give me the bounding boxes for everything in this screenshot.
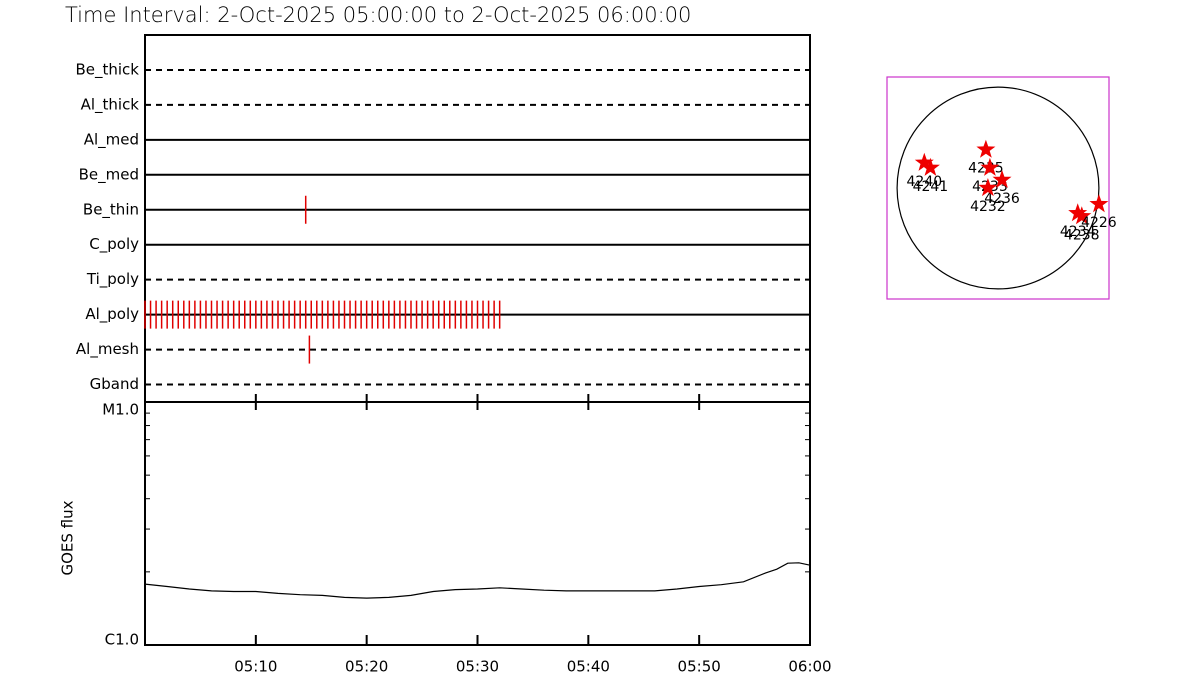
y-axis-label: GOES flux <box>59 500 77 575</box>
panel-frame <box>144 401 811 646</box>
panel-frame <box>144 34 811 403</box>
filter-label: Ti_poly <box>86 270 139 289</box>
y-tick-label: C1.0 <box>105 631 139 649</box>
y-tick-label: M1.0 <box>102 401 139 419</box>
region-label: 4226 <box>1081 215 1117 231</box>
filter-label: Be_med <box>79 165 139 184</box>
region-marker <box>1089 194 1109 213</box>
region-marker <box>992 169 1012 188</box>
chart-title: Time Interval: 2-Oct-2025 05:00:00 to 2-… <box>65 3 691 27</box>
region-label: 4240 <box>907 174 943 190</box>
filter-label: Al_poly <box>85 305 139 324</box>
x-tick-label: 06:00 <box>788 658 831 676</box>
region-marker <box>980 157 1000 176</box>
x-tick-label: 05:10 <box>234 658 277 676</box>
region-marker <box>976 139 996 158</box>
map-frame <box>886 76 1110 300</box>
region-label: 4234 <box>1060 224 1096 240</box>
region-marker <box>978 178 998 197</box>
solar-disk <box>896 86 1100 290</box>
x-tick-label: 05:50 <box>678 658 721 676</box>
region-label: 4238 <box>1064 227 1100 243</box>
flux-line <box>144 562 811 599</box>
filter-label: Al_thick <box>81 95 140 114</box>
filter-label: Be_thick <box>75 60 139 79</box>
x-tick-label: 05:20 <box>345 658 388 676</box>
filter-label: Al_med <box>84 130 139 149</box>
region-marker <box>920 157 940 176</box>
x-tick-label: 05:30 <box>456 658 499 676</box>
filter-label: Be_thin <box>83 200 139 219</box>
filter-label: C_poly <box>89 235 139 254</box>
region-label: 4232 <box>970 199 1006 215</box>
filter-label: Gband <box>90 375 139 393</box>
filter-label: Al_mesh <box>76 340 139 359</box>
region-marker <box>914 152 934 171</box>
region-label: 4241 <box>913 179 949 195</box>
region-marker <box>1072 206 1092 225</box>
region-marker <box>1068 203 1088 222</box>
x-tick-label: 05:40 <box>567 658 610 676</box>
